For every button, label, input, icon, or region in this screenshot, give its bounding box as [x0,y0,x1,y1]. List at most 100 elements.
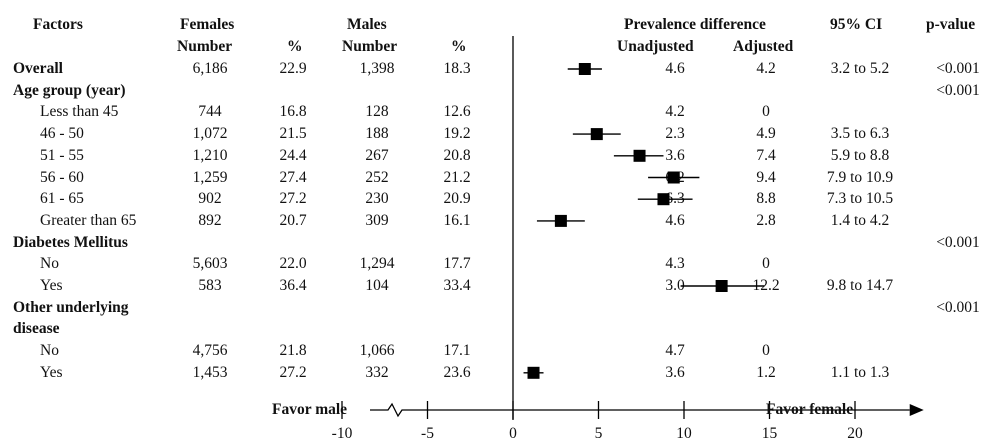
cell-f-num: 1,259 [192,168,228,186]
cell-f-num: 583 [198,277,222,294]
cell-f-num: 1,453 [192,363,228,381]
cell-m-pct: 17.7 [443,255,471,273]
cell-m-num: 1,294 [359,255,395,273]
x-tick-label: 15 [762,425,778,442]
point-estimate-marker [527,366,540,379]
point-estimate-marker [590,128,603,141]
x-axis-arrowhead [909,404,924,416]
cell-adj: 0 [762,103,770,121]
row-label: disease [13,320,60,338]
point-estimate-marker [578,63,591,75]
cell-f-num: 744 [198,103,222,121]
row-label: No [40,342,59,360]
cell-adj: 4.9 [756,125,776,143]
cell-unadj: 4.6 [665,60,685,77]
x-axis-line [370,402,910,418]
row-label: Overall [13,60,63,77]
cell-m-pct: 12.6 [443,103,471,121]
cell-p: <0.001 [936,60,980,77]
header-females-number: Number [177,38,233,55]
cell-m-pct: 16.1 [443,211,471,229]
cell-p: <0.001 [936,81,980,99]
x-tick-label: -5 [421,425,434,442]
cell-unadj: 4.6 [665,211,685,229]
cell-f-num: 902 [198,190,222,208]
cell-adj: 7.4 [756,146,776,164]
cell-ci: 7.3 to 10.5 [826,190,894,208]
cell-unadj: 4.3 [665,255,685,273]
point-estimate-marker [633,149,646,162]
cell-ci: 1.4 to 4.2 [830,211,890,229]
point-estimate-marker [554,214,567,227]
cell-adj: 0 [762,342,770,360]
cell-m-pct: 21.2 [443,168,471,186]
row-label: 46 - 50 [40,125,84,143]
cell-m-num: 309 [365,211,389,229]
row-label: Diabetes Mellitus [13,233,128,251]
cell-f-num: 892 [198,211,222,229]
row-label: Less than 45 [40,103,119,121]
cell-m-pct: 33.4 [443,277,471,294]
x-tick-label: 5 [595,425,603,442]
header-unadjusted: Unadjusted [617,38,694,55]
cell-m-pct: 17.1 [443,342,471,360]
cell-adj: 9.4 [756,168,776,186]
cell-adj: 2.8 [756,211,776,229]
cell-adj: 12.2 [752,277,780,294]
cell-unadj: 2.3 [665,125,685,143]
header-pvalue: p-value [926,16,976,33]
cell-f-num: 6,186 [192,60,228,77]
cell-m-pct: 23.6 [443,363,471,381]
x-tick-label: 10 [676,425,692,442]
cell-m-num: 1,398 [359,60,395,77]
cell-ci: 9.8 to 14.7 [826,277,894,294]
cell-adj: 4.2 [756,60,776,77]
cell-ci: 3.5 to 6.3 [830,125,890,143]
row-label: Other underlying [13,298,129,316]
cell-m-num: 188 [365,125,389,143]
cell-unadj: 4.7 [665,342,685,360]
cell-f-num: 5,603 [192,255,228,273]
row-label: No [40,255,59,273]
row-label: 56 - 60 [40,168,84,186]
header-females: Females [180,16,235,33]
cell-f-pct: 20.7 [279,211,307,229]
favor-male-label: Favor male [272,401,348,418]
cell-unadj: 3.6 [665,363,685,381]
cell-m-num: 332 [365,363,389,381]
cell-ci: 3.2 to 5.2 [830,60,890,77]
cell-unadj: 4.2 [665,103,685,121]
cell-m-pct: 18.3 [443,60,471,77]
cell-f-num: 1,072 [192,125,228,143]
cell-f-pct: 27.2 [279,190,307,208]
cell-m-pct: 20.8 [443,146,471,164]
row-label: 51 - 55 [40,146,84,164]
cell-f-num: 4,756 [192,342,228,360]
cell-f-pct: 21.5 [279,125,307,143]
cell-m-num: 1,066 [359,342,395,360]
cell-f-pct: 36.4 [279,277,307,294]
cell-m-pct: 19.2 [443,125,471,143]
row-label: Yes [40,363,63,381]
row-label: Greater than 65 [40,211,137,229]
x-tick-label: 20 [847,425,863,442]
cell-f-pct: 16.8 [279,103,307,121]
cell-f-pct: 21.8 [279,342,307,360]
header-females-percent: % [287,38,303,55]
header-males: Males [347,16,387,33]
cell-adj: 8.8 [756,190,776,208]
cell-p: <0.001 [936,298,980,316]
header-prevalence-difference: Prevalence difference [624,16,766,33]
cell-m-num: 104 [365,277,389,294]
header-factors: Factors [33,16,83,33]
header-males-percent: % [451,38,467,55]
cell-adj: 0 [762,255,770,273]
cell-ci: 1.1 to 1.3 [830,363,890,381]
x-tick-label: 0 [509,425,517,442]
cell-ci: 5.9 to 8.8 [830,146,890,164]
cell-f-pct: 27.4 [279,168,307,186]
point-estimate-marker [657,193,670,206]
cell-f-pct: 27.2 [279,363,307,381]
